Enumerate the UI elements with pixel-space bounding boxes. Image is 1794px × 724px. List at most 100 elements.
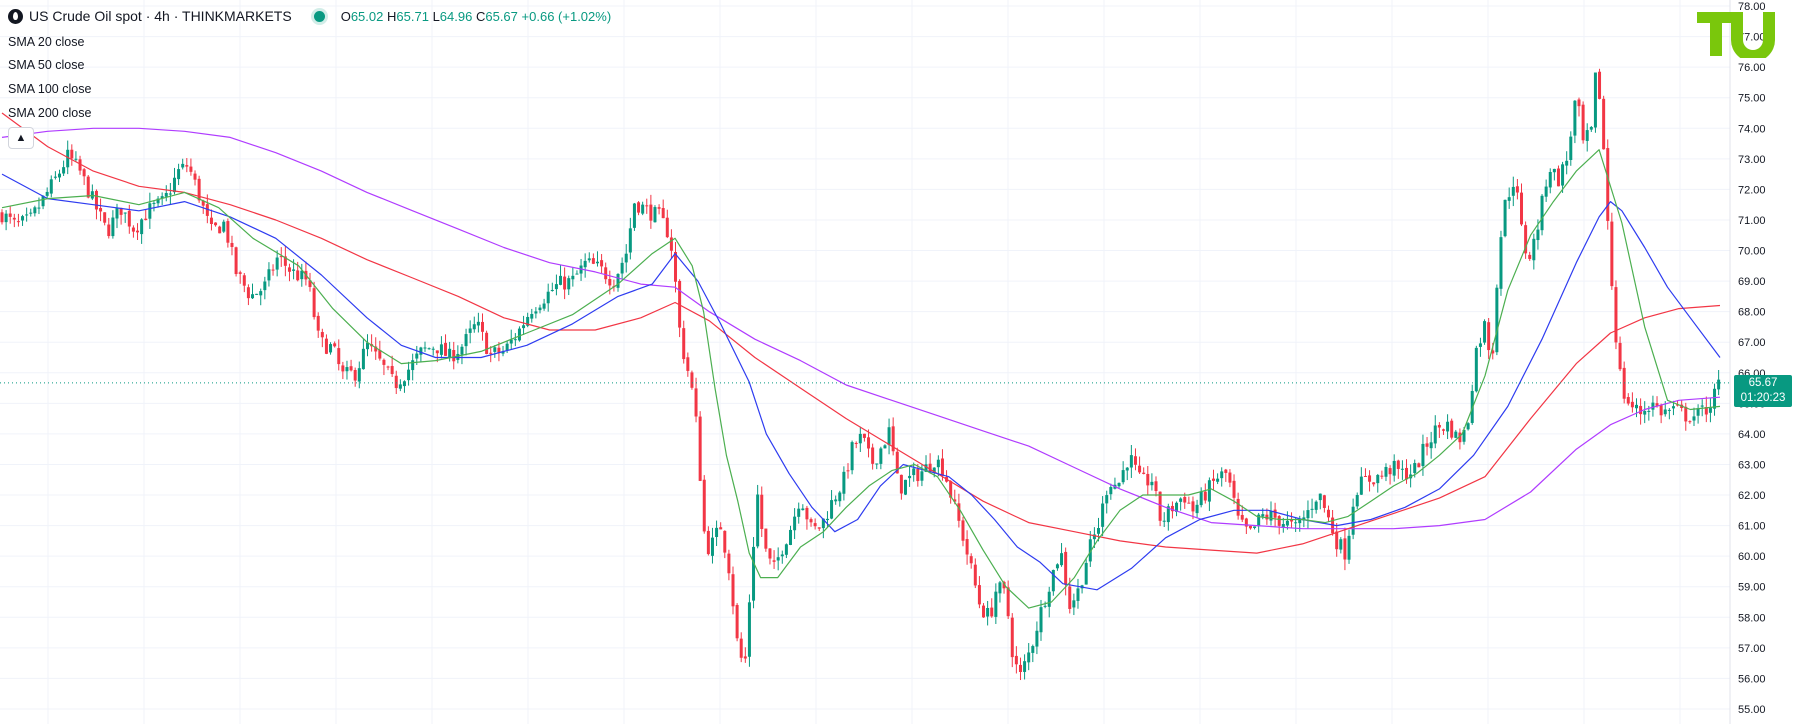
candle-body — [743, 656, 747, 659]
close-value: 65.67 — [485, 8, 518, 24]
candle-body — [1634, 404, 1638, 409]
candle-body — [1220, 471, 1224, 479]
candle-body — [825, 518, 829, 521]
candle-body — [1380, 475, 1384, 477]
candle-body — [1392, 460, 1396, 476]
candle-body — [1257, 514, 1261, 527]
candle-body — [768, 548, 772, 559]
candle-body — [66, 149, 70, 168]
candle-body — [74, 158, 78, 160]
candle-body — [21, 216, 25, 221]
candle-body — [1302, 517, 1306, 521]
candle-body — [25, 214, 29, 216]
candle-body — [398, 384, 402, 389]
candle-body — [727, 553, 731, 574]
candle-body — [916, 469, 920, 482]
candle-body — [1129, 455, 1133, 468]
candle-body — [1318, 493, 1322, 501]
candle-body — [472, 324, 476, 330]
candle-body — [669, 237, 673, 251]
indicator-sma-100[interactable]: SMA 100 close — [8, 82, 92, 96]
collapse-indicators-button[interactable]: ▲ — [8, 127, 34, 149]
candle-body — [747, 602, 751, 657]
y-tick-label: 56.00 — [1738, 673, 1766, 685]
candle-body — [830, 500, 834, 519]
candle-body — [333, 343, 337, 347]
indicator-sma-200[interactable]: SMA 200 close — [8, 106, 92, 120]
candle-body — [801, 508, 805, 511]
candle-body — [127, 210, 131, 227]
candle-body — [427, 348, 431, 350]
candle-body — [1684, 406, 1688, 422]
candle-body — [1027, 652, 1031, 663]
candle-body — [932, 467, 936, 473]
candle-body — [1708, 407, 1712, 413]
candle-body — [723, 530, 727, 553]
y-tick-label: 67.00 — [1738, 337, 1766, 349]
candle-body — [218, 226, 222, 234]
candle-body — [1569, 136, 1573, 160]
candle-body — [542, 303, 546, 309]
candle-body — [616, 273, 620, 288]
candle-body — [386, 366, 390, 368]
candle-body — [136, 230, 140, 233]
candle-body — [238, 272, 242, 274]
candle-body — [595, 261, 599, 264]
candle-body — [608, 278, 612, 286]
candle-body — [805, 507, 809, 520]
candle-body — [361, 348, 365, 370]
candle-body — [715, 527, 719, 537]
candle-body — [583, 260, 587, 268]
symbol-title[interactable]: US Crude Oil spot · 4h · THINKMARKETS — [29, 8, 292, 24]
candle-body — [419, 347, 423, 355]
candle-body — [867, 437, 871, 449]
candle-body — [994, 591, 998, 617]
candle-body — [115, 207, 119, 219]
candle-body — [1101, 503, 1105, 527]
candle-body — [1376, 474, 1380, 484]
candle-body — [1598, 71, 1602, 99]
candle-body — [283, 256, 287, 266]
candle-body — [1643, 410, 1647, 415]
candle-body — [1359, 476, 1363, 495]
candle-body — [1651, 402, 1655, 410]
candle-body — [185, 165, 189, 167]
candle-body — [193, 173, 197, 180]
candle-body — [1647, 410, 1651, 412]
candle-body — [1232, 480, 1236, 498]
candle-body — [1207, 480, 1211, 502]
last-price-value: 65.67 — [1748, 376, 1778, 389]
candle-body — [604, 267, 608, 280]
candle-body — [78, 159, 82, 171]
candle-body — [1363, 475, 1367, 477]
indicator-sma-20[interactable]: SMA 20 close — [8, 35, 85, 49]
candle-body — [1133, 456, 1137, 465]
candle-body — [1269, 511, 1273, 521]
candle-body — [476, 321, 480, 326]
candle-body — [452, 349, 456, 362]
candle-body — [1183, 497, 1187, 503]
candle-body — [308, 280, 312, 288]
indicator-sma-50[interactable]: SMA 50 close — [8, 58, 85, 72]
candle-body — [431, 348, 435, 350]
candle-body — [0, 212, 4, 223]
candle-body — [973, 564, 977, 586]
oil-drop-icon — [8, 8, 23, 24]
candle-body — [903, 479, 907, 495]
candle-body — [969, 556, 973, 564]
candle-body — [320, 332, 324, 338]
candle-body — [1462, 429, 1466, 442]
candle-body — [1396, 460, 1400, 469]
candle-body — [1700, 405, 1704, 407]
y-tick-label: 72.00 — [1738, 184, 1766, 196]
candle-body — [411, 360, 415, 371]
candle-body — [858, 433, 862, 444]
candle-body — [842, 471, 846, 494]
candle-body — [1195, 504, 1199, 514]
candle-body — [1713, 388, 1717, 409]
candle-body — [1524, 225, 1528, 254]
candle-body — [641, 204, 645, 214]
candle-body — [559, 275, 563, 285]
candle-body — [817, 527, 821, 529]
